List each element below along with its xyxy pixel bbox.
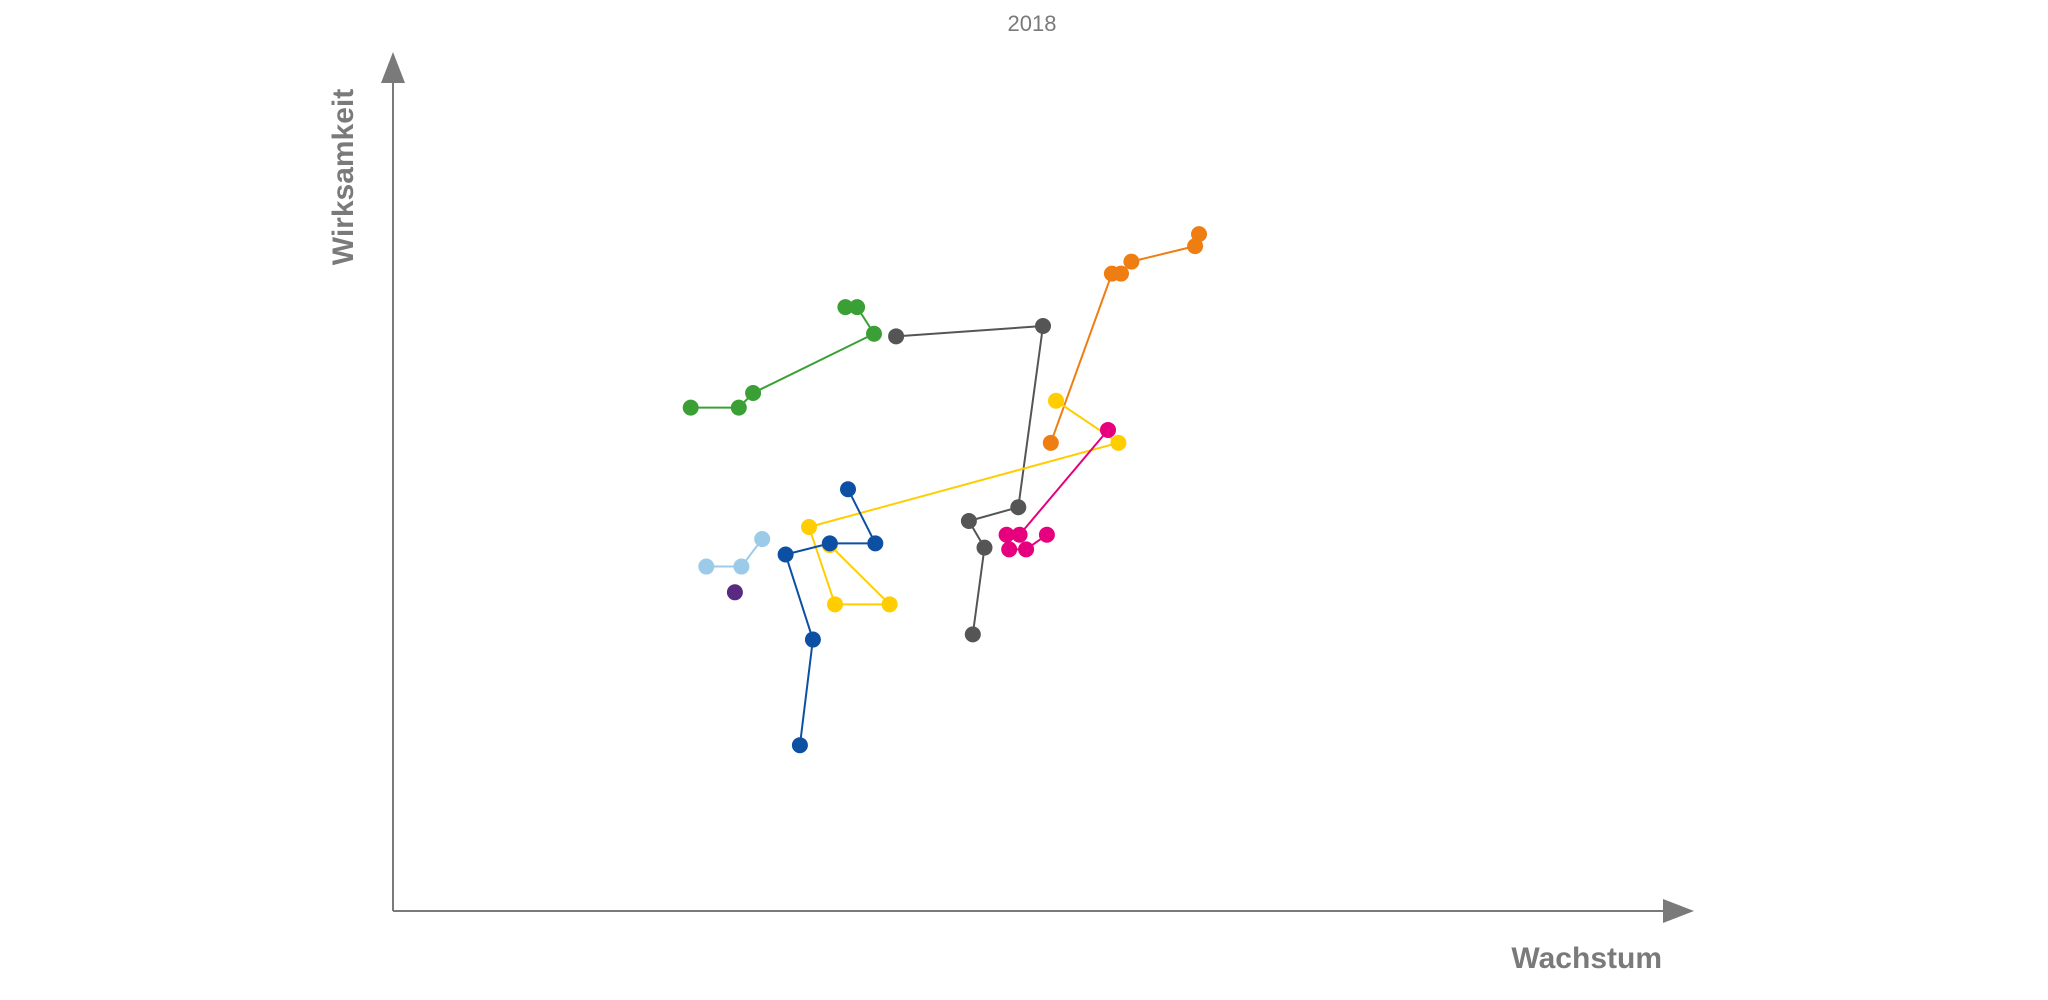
series-2-point-2 bbox=[1035, 318, 1051, 335]
series-7-point-1 bbox=[754, 531, 771, 548]
series-4 bbox=[801, 392, 1127, 613]
series-1-point-2 bbox=[730, 399, 747, 416]
series-4-point-2 bbox=[1110, 434, 1127, 451]
series-layer bbox=[682, 226, 1207, 754]
x-axis-arrow-icon bbox=[1663, 899, 1694, 923]
series-8-point-1 bbox=[726, 584, 743, 601]
series-3-point-3 bbox=[1113, 265, 1129, 282]
series-1-point-3 bbox=[745, 385, 762, 402]
series-2-point-4 bbox=[960, 513, 977, 530]
series-2-line bbox=[896, 325, 1044, 635]
series-6-point-6 bbox=[791, 737, 808, 754]
series-1-line bbox=[690, 306, 875, 409]
series-5-point-3 bbox=[998, 526, 1015, 543]
series-4-point-5 bbox=[881, 596, 898, 613]
series-3-point-4 bbox=[1123, 253, 1140, 270]
series-1 bbox=[682, 299, 882, 416]
series-3-point-5 bbox=[1187, 238, 1204, 255]
series-3-point-1 bbox=[1042, 434, 1059, 451]
chart-title: 2018 bbox=[1008, 11, 1057, 36]
series-4-point-4 bbox=[827, 596, 843, 613]
series-7 bbox=[698, 531, 771, 575]
series-6 bbox=[777, 481, 884, 754]
series-3 bbox=[1042, 226, 1207, 451]
series-5 bbox=[998, 421, 1116, 558]
series-8 bbox=[726, 584, 743, 601]
series-6-point-2 bbox=[867, 535, 884, 552]
series-5-point-4 bbox=[1001, 541, 1018, 558]
series-5-point-5 bbox=[1018, 541, 1035, 558]
series-2-point-5 bbox=[976, 539, 993, 556]
series-2-point-3 bbox=[1010, 499, 1027, 516]
series-7-line bbox=[706, 538, 763, 568]
series-2 bbox=[888, 318, 1051, 643]
series-1-point-4 bbox=[866, 325, 882, 342]
series-1-point-5 bbox=[849, 299, 866, 316]
series-3-point-6 bbox=[1191, 226, 1207, 243]
x-axis-label: Wachstum bbox=[1511, 942, 1662, 975]
series-5-point-6 bbox=[1038, 526, 1055, 543]
series-6-point-1 bbox=[840, 481, 856, 498]
series-7-point-2 bbox=[733, 558, 750, 575]
y-axis-label: Wirksamkeit bbox=[327, 89, 360, 265]
y-axis-arrow-icon bbox=[381, 52, 405, 83]
series-5-point-2 bbox=[1011, 526, 1028, 543]
series-6-point-4 bbox=[777, 546, 794, 563]
series-6-point-3 bbox=[821, 535, 838, 552]
series-1-point-6 bbox=[837, 299, 854, 316]
series-5-point-1 bbox=[1100, 421, 1116, 438]
series-4-point-3 bbox=[801, 519, 817, 536]
series-6-point-5 bbox=[804, 631, 821, 648]
series-1-point-1 bbox=[682, 399, 699, 416]
series-2-point-1 bbox=[888, 328, 905, 345]
series-6-line bbox=[784, 488, 877, 746]
series-4-point-1 bbox=[1048, 392, 1064, 409]
series-2-point-6 bbox=[964, 626, 981, 643]
series-7-point-3 bbox=[698, 558, 715, 575]
